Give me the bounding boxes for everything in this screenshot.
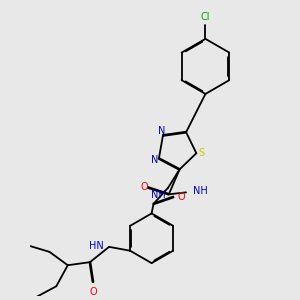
Text: N: N bbox=[158, 126, 166, 136]
Text: O: O bbox=[89, 286, 97, 297]
Text: NH: NH bbox=[193, 186, 208, 196]
Text: Cl: Cl bbox=[201, 12, 210, 22]
Text: S: S bbox=[198, 148, 204, 158]
Text: NH: NH bbox=[152, 190, 166, 200]
Text: N: N bbox=[151, 154, 158, 165]
Text: O: O bbox=[177, 192, 185, 202]
Text: HN: HN bbox=[89, 241, 104, 251]
Text: O: O bbox=[140, 182, 148, 192]
